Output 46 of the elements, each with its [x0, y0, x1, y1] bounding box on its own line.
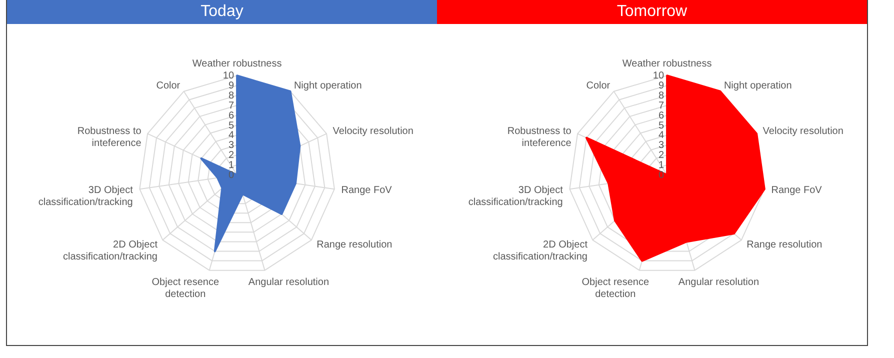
spoke-label: Robustness to inteference — [507, 126, 572, 149]
spoke-label: Velocity resolution — [332, 126, 414, 137]
y-tick-label: 3 — [228, 140, 234, 152]
y-tick-label: 7 — [228, 100, 234, 112]
spoke-label: Color — [586, 80, 611, 92]
spoke-label: Range FoV — [771, 185, 822, 196]
chart-title: Tomorrow — [437, 0, 867, 24]
y-tick-label: 9 — [658, 80, 664, 92]
spoke-label: Range resolution — [316, 240, 392, 251]
spoke-label: Angular resolution — [248, 276, 330, 288]
y-tick-label: 0 — [228, 170, 234, 181]
y-tick-label: 1 — [228, 160, 234, 172]
y-tick-label: 6 — [658, 110, 664, 122]
spoke-label: Range FoV — [341, 185, 392, 196]
spoke-label: 3D Object classification/tracking — [468, 185, 564, 208]
y-tick-label: 4 — [228, 130, 234, 142]
spoke-label: 2D Object classification/tracking — [493, 240, 588, 263]
y-tick-label: 2 — [658, 150, 664, 162]
y-tick-label: 4 — [658, 130, 664, 142]
y-tick-label: 2 — [228, 150, 234, 162]
y-tick-label: 3 — [658, 140, 664, 152]
y-tick-label: 1 — [658, 160, 664, 172]
spoke-label: 2D Object classification/tracking — [63, 240, 158, 263]
y-tick-label: 10 — [222, 70, 234, 82]
y-tick-label: 5 — [658, 120, 664, 132]
spoke-label: Weather robustness — [192, 58, 282, 70]
spoke-label: Angular resolution — [678, 276, 760, 288]
spoke-label: Object resence detection — [582, 276, 650, 300]
y-tick-label: 8 — [228, 90, 234, 102]
y-tick-label: 7 — [658, 100, 664, 112]
spoke-label: Velocity resolution — [762, 126, 844, 137]
y-tick-label: 5 — [228, 120, 234, 132]
spoke-label: Robustness to inteference — [77, 126, 142, 149]
spoke-label: 3D Object classification/tracking — [38, 185, 134, 208]
spoke-label: Night operation — [294, 80, 362, 92]
y-tick-label: 8 — [658, 90, 664, 102]
spoke-label: Object resence detection — [152, 276, 220, 300]
y-tick-label: 9 — [228, 80, 234, 92]
spoke-label: Color — [156, 80, 181, 92]
spoke-label: Night operation — [724, 80, 792, 92]
spoke-label: Weather robustness — [622, 58, 712, 70]
y-tick-label: 10 — [652, 70, 664, 82]
y-tick-label: 6 — [228, 110, 234, 122]
spoke-label: Range resolution — [746, 240, 822, 251]
chart-title: Today — [7, 0, 437, 24]
y-tick-label: 0 — [658, 170, 664, 181]
